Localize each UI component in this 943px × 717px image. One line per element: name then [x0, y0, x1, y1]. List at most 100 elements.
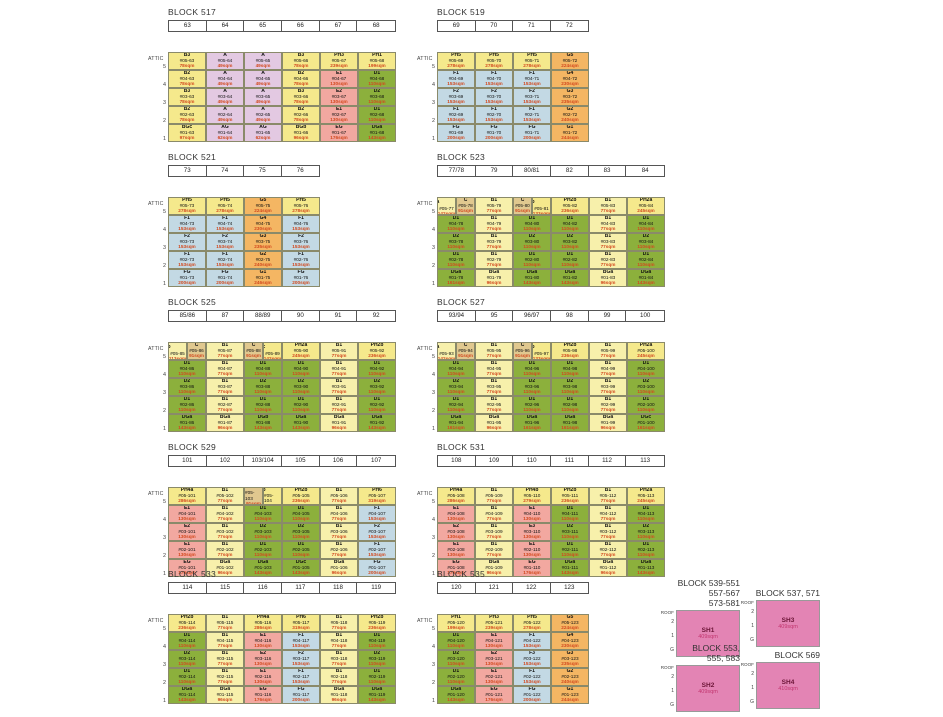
plot-number[interactable]: 82 [551, 165, 589, 176]
plot-number[interactable]: 110 [513, 455, 552, 466]
plot-number[interactable]: 111 [551, 455, 589, 466]
unit-cell[interactable]: B1 #05-83 77sqm [589, 196, 627, 215]
unit-cell[interactable]: E1 #02-110 130sqm [513, 540, 551, 559]
unit-cell[interactable]: FG #01-71 200sqm [513, 123, 551, 142]
unit-cell[interactable]: B1 #03-79 77sqm [475, 232, 513, 251]
unit-cell[interactable]: D2 #03-68 110sqm [358, 87, 396, 106]
unit-cell[interactable]: PH3 #05-67 239sqm [320, 51, 358, 70]
unit-cell[interactable]: G5 #05-123 224sqm [551, 613, 589, 632]
unit-cell[interactable]: D1 #04-68 110sqm [358, 69, 396, 88]
unit-cell[interactable]: D2 #03-119 110sqm [358, 649, 396, 668]
unit-cell[interactable]: BGa #01-83 96sqm [589, 268, 627, 287]
unit-cell[interactable]: DGa #01-86 143sqm [168, 413, 206, 432]
unit-cell[interactable]: G4 #04-72 230sqm [551, 69, 589, 88]
unit-cell[interactable]: A #05-64 49sqm [206, 51, 244, 70]
unit-cell[interactable]: A #04-65 49sqm [244, 69, 282, 88]
unit-cell[interactable]: B1 #04-99 77sqm [589, 359, 627, 378]
unit-cell[interactable]: BGa #01-91 96sqm [320, 413, 358, 432]
unit-cell[interactable]: B1 #05-79 77sqm [475, 196, 513, 215]
unit-cell[interactable]: DGa #01-119 143sqm [358, 685, 396, 704]
unit-cell[interactable]: B1 #04-79 77sqm [475, 214, 513, 233]
unit-cell[interactable]: PH5 #05-73 278sqm [168, 196, 206, 215]
unit-cell[interactable]: B1 #02-115 77sqm [206, 667, 244, 686]
unit-cell[interactable]: F1 #02-73 153sqm [168, 250, 206, 269]
unit-cell[interactable]: PH2a #05-113 245sqm [627, 486, 665, 505]
unit-cell[interactable]: D2 #03-114 110sqm [168, 649, 206, 668]
unit-cell[interactable]: G5 #05-75 224sqm [244, 196, 282, 215]
plot-number[interactable]: 98 [551, 310, 589, 321]
unit-cell[interactable]: FG #01-107 200sqm [358, 558, 396, 577]
unit-cell[interactable]: B1 #02-87 77sqm [206, 395, 244, 414]
unit-cell[interactable]: G1 #01-123 244sqm [551, 685, 589, 704]
unit-cell[interactable]: PH1 #05-68 199sqm [358, 51, 396, 70]
unit-cell[interactable]: PH2a #05-90 245sqm [282, 341, 320, 360]
unit-cell[interactable]: DGa #01-120 143sqm [437, 685, 475, 704]
unit-cell[interactable]: B3 #03-63 78sqm [168, 87, 206, 106]
unit-cell[interactable]: B1 #04-112 77sqm [589, 504, 627, 523]
unit-cell[interactable]: B1 #03-83 77sqm [589, 232, 627, 251]
unit-cell[interactable]: PH5 #05-70 278sqm [475, 51, 513, 70]
sh-unit-box[interactable]: SH4 410sqm [756, 662, 820, 709]
unit-cell[interactable]: G2 #02-72 240sqm [551, 105, 589, 124]
unit-cell[interactable]: D1 #02-92 110sqm [358, 395, 396, 414]
unit-cell[interactable]: E3 #03-110 130sqm [513, 522, 551, 541]
unit-cell[interactable]: B1 #05-102 77sqm [206, 486, 244, 505]
unit-cell[interactable]: E1 #02-67 130sqm [320, 105, 358, 124]
unit-cell[interactable]: F1 #02-74 153sqm [206, 250, 244, 269]
unit-cell[interactable]: B1 #03-118 77sqm [320, 649, 358, 668]
unit-cell[interactable]: B1 #02-95 77sqm [475, 395, 513, 414]
plot-number[interactable]: 71 [513, 20, 551, 31]
unit-cell[interactable]: C #05-94 91sqm [456, 341, 475, 360]
plot-number[interactable]: 93/94 [438, 310, 476, 321]
plot-number[interactable]: 75 [244, 165, 282, 176]
unit-cell[interactable]: B1 #03-95 77sqm [475, 377, 513, 396]
unit-cell[interactable]: D1 #02-100 110sqm [627, 395, 665, 414]
unit-cell[interactable]: B1 #04-109 77sqm [475, 504, 513, 523]
unit-cell[interactable]: B1 #03-109 77sqm [475, 522, 513, 541]
unit-cell[interactable]: BGb #01-66 96sqm [282, 123, 320, 142]
plot-number[interactable]: 100 [640, 311, 651, 319]
unit-cell[interactable]: E2 #03-121 130sqm [475, 649, 513, 668]
unit-cell[interactable]: D1 #02-94 110sqm [437, 395, 475, 414]
unit-cell[interactable]: PH2a #05-84 245sqm [627, 196, 665, 215]
unit-cell[interactable]: F1 #04-70 153sqm [475, 69, 513, 88]
unit-cell[interactable]: F2 #03-70 153sqm [475, 87, 513, 106]
unit-cell[interactable]: D2 #03-113 110sqm [627, 522, 665, 541]
unit-cell[interactable]: DGa #01-114 143sqm [168, 685, 206, 704]
plot-number[interactable]: 64 [207, 20, 245, 31]
unit-cell[interactable]: E1 #04-121 130sqm [475, 631, 513, 650]
unit-cell[interactable]: DGa #01-113 143sqm [627, 558, 665, 577]
unit-cell[interactable]: B1 #04-87 77sqm [206, 359, 244, 378]
unit-cell[interactable]: D1 #02-114 110sqm [168, 667, 206, 686]
unit-cell[interactable]: D2 #03-84 110sqm [627, 232, 665, 251]
plot-number[interactable]: 114 [169, 582, 207, 593]
unit-cell[interactable]: D1 #02-88 110sqm [244, 395, 282, 414]
unit-cell[interactable]: E1 #04-108 130sqm [437, 504, 475, 523]
unit-cell[interactable]: PH2b #05-111 236sqm [551, 486, 589, 505]
unit-cell[interactable]: D1 #04-82 110sqm [551, 214, 589, 233]
unit-cell[interactable]: G1 #01-72 244sqm [551, 123, 589, 142]
unit-cell[interactable]: F2 #03-76 153sqm [282, 232, 320, 251]
unit-cell[interactable]: B1 #03-99 77sqm [589, 377, 627, 396]
unit-cell[interactable]: G2 #02-123 240sqm [551, 667, 589, 686]
plot-number[interactable]: 113 [640, 456, 651, 464]
plot-number[interactable]: 84 [641, 166, 649, 174]
unit-cell[interactable]: BGa #01-115 96sqm [206, 685, 244, 704]
unit-cell[interactable]: F1 #02-70 153sqm [475, 105, 513, 124]
unit-cell[interactable]: E1 #02-101 130sqm [168, 540, 206, 559]
unit-cell[interactable]: G3 #03-72 235sqm [551, 87, 589, 106]
unit-cell[interactable]: PH5 #05-76 278sqm [282, 196, 320, 215]
plot-number[interactable]: 123 [564, 583, 575, 591]
unit-cell[interactable]: DGa #01-96 161sqm [513, 413, 551, 432]
plot-number[interactable]: 68 [372, 21, 380, 29]
unit-cell[interactable]: D2 #03-120 110sqm [437, 649, 475, 668]
unit-cell[interactable]: D2 #03-103 110sqm [244, 522, 282, 541]
unit-cell[interactable]: DGa #01-82 143sqm [551, 268, 589, 287]
unit-cell[interactable]: D2 #03-96 110sqm [513, 377, 551, 396]
unit-cell[interactable]: D1 #04-98 110sqm [551, 359, 589, 378]
unit-cell[interactable]: G2 #02-75 240sqm [244, 250, 282, 269]
plot-number[interactable]: 106 [320, 455, 358, 466]
plot-number[interactable]: 80/81 [513, 165, 552, 176]
